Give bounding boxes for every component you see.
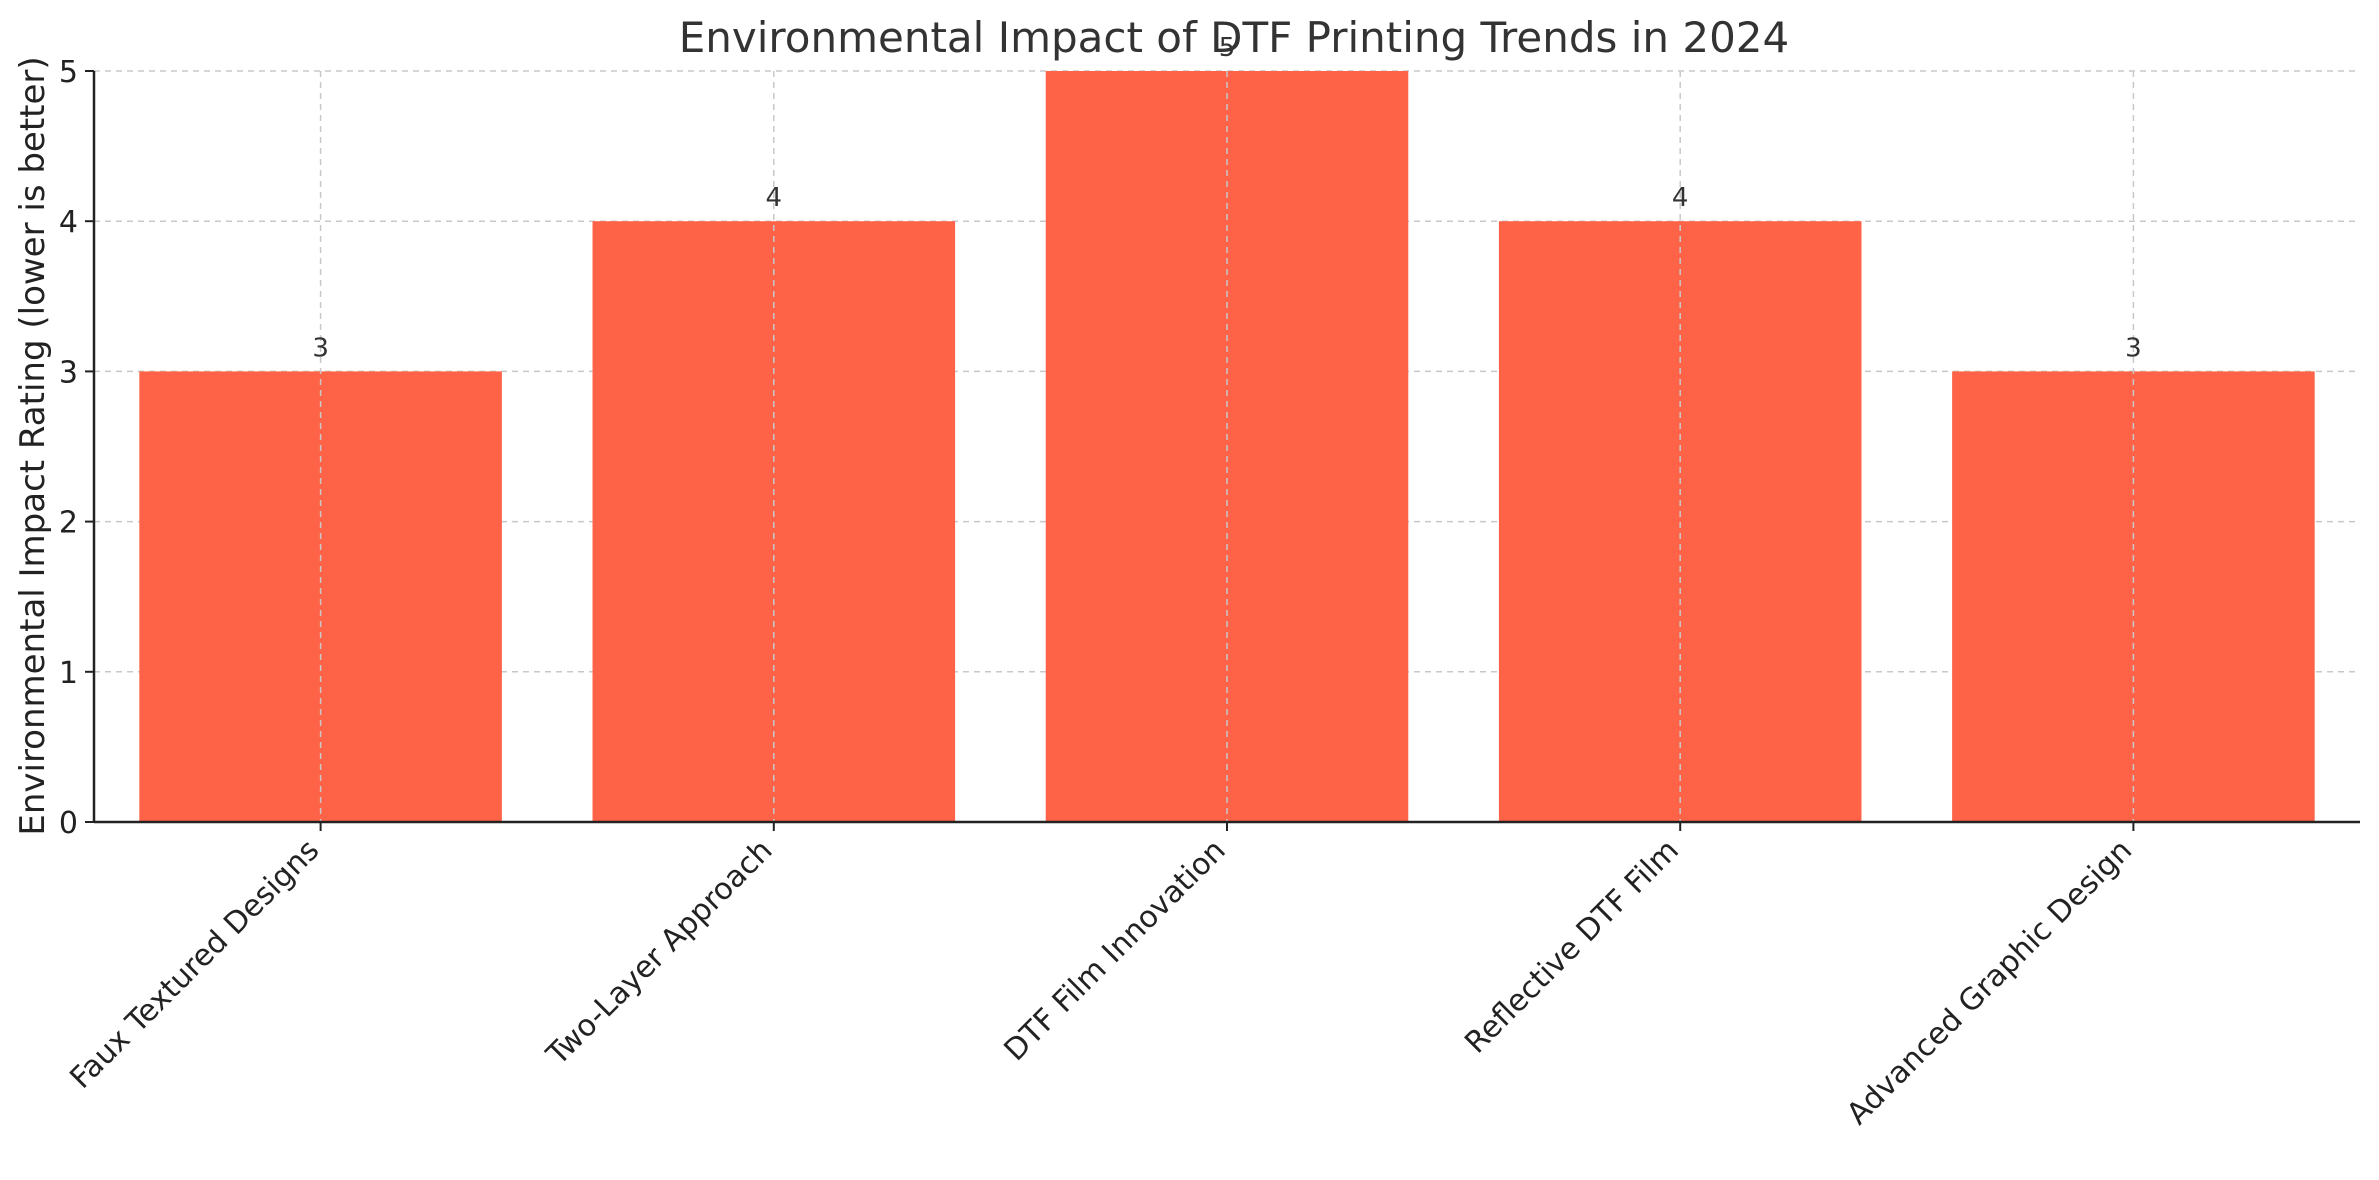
- x-tick-label: Advanced Graphic Design: [1840, 833, 2139, 1132]
- bar-value-label: 3: [2125, 333, 2142, 363]
- bar-value-label: 4: [766, 183, 783, 213]
- x-grid-layer: [319, 71, 2135, 822]
- bar-value-label: 3: [312, 333, 329, 363]
- axes-layer: [85, 70, 2360, 831]
- x-tick-label: Two-Layer Approach: [540, 833, 780, 1073]
- y-tick-label: 5: [59, 55, 78, 90]
- y-axis-label: Environmental Impact Rating (lower is be…: [13, 56, 53, 835]
- x-tick-label: DTF Film Innovation: [997, 833, 1232, 1068]
- x-tick-label: Reflective DTF Film: [1458, 833, 1686, 1061]
- y-tick-label: 3: [59, 355, 78, 390]
- bar-value-label: 4: [1672, 183, 1689, 213]
- y-tick-label: 2: [59, 506, 78, 541]
- y-tick-label: 4: [59, 205, 78, 240]
- chart-title: Environmental Impact of DTF Printing Tre…: [679, 13, 1790, 62]
- x-tick-label: Faux Textured Designs: [63, 833, 326, 1096]
- y-tick-label: 0: [59, 806, 78, 841]
- bar-value-label: 5: [1219, 33, 1236, 63]
- y-tick-label: 1: [59, 656, 78, 691]
